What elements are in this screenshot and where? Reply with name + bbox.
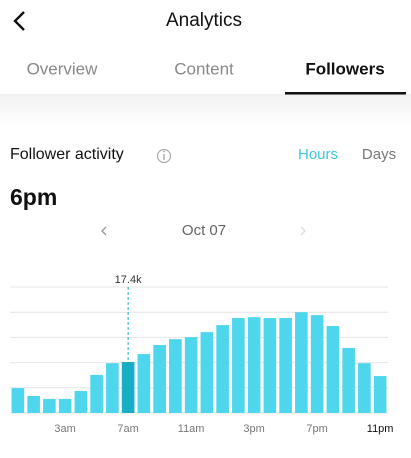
bar (137, 354, 151, 413)
tab[interactable]: Overview (27, 59, 99, 78)
bar (121, 362, 135, 413)
section-title: Follower activity (10, 146, 124, 163)
bar (200, 332, 214, 413)
bar (169, 339, 182, 413)
bar (358, 363, 371, 413)
bar (90, 374, 103, 413)
bar (263, 318, 277, 413)
prev-date[interactable] (101, 226, 107, 236)
date: Oct 07 (182, 222, 226, 239)
page-title: Analytics (166, 10, 242, 31)
tab[interactable]: Content (174, 59, 234, 78)
bar (106, 363, 119, 413)
info-icon[interactable] (156, 148, 172, 164)
bar (74, 391, 88, 413)
bar (58, 398, 72, 413)
toggle[interactable]: Days (362, 146, 396, 163)
tab-underline (285, 92, 406, 95)
tab-active[interactable]: Followers (305, 59, 384, 78)
bar (373, 376, 387, 413)
bar (27, 396, 40, 413)
bar (295, 312, 308, 413)
bar (11, 388, 25, 413)
bar (247, 317, 261, 413)
back-button[interactable] (13, 11, 25, 31)
x-tick-label: 11am (178, 423, 205, 435)
selected-time: 6pm (10, 184, 57, 210)
toggle-active[interactable]: Hours (298, 146, 338, 163)
bar (43, 398, 56, 413)
bar (342, 347, 355, 413)
x-tick-label: 7am (117, 423, 138, 435)
x-tick-label: 11pm (367, 423, 394, 435)
shadow (0, 96, 411, 126)
next-date[interactable] (300, 226, 306, 236)
bar (232, 318, 245, 413)
bar (153, 345, 166, 413)
bar (326, 325, 340, 413)
bar (216, 325, 229, 413)
bar (279, 318, 292, 413)
bar (310, 315, 324, 413)
x-tick-label: 3am (54, 423, 75, 435)
x-tick-label: 3pm (243, 423, 264, 435)
value-label: 17.4k (115, 274, 142, 286)
x-tick-label: 7pm (306, 423, 327, 435)
bar (184, 337, 198, 413)
